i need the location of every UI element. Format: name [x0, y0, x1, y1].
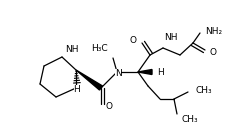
- Polygon shape: [138, 70, 152, 75]
- Text: H: H: [157, 68, 164, 76]
- Text: NH: NH: [164, 33, 177, 42]
- Text: CH₃: CH₃: [181, 115, 198, 123]
- Text: H: H: [74, 85, 80, 94]
- Text: O: O: [210, 48, 217, 56]
- Text: CH₃: CH₃: [195, 85, 212, 95]
- Text: O: O: [129, 35, 136, 44]
- Text: NH₂: NH₂: [205, 27, 222, 35]
- Text: NH: NH: [65, 45, 78, 54]
- Text: H₃C: H₃C: [91, 44, 108, 53]
- Polygon shape: [76, 70, 102, 90]
- Text: O: O: [106, 101, 113, 111]
- Text: N: N: [115, 69, 121, 78]
